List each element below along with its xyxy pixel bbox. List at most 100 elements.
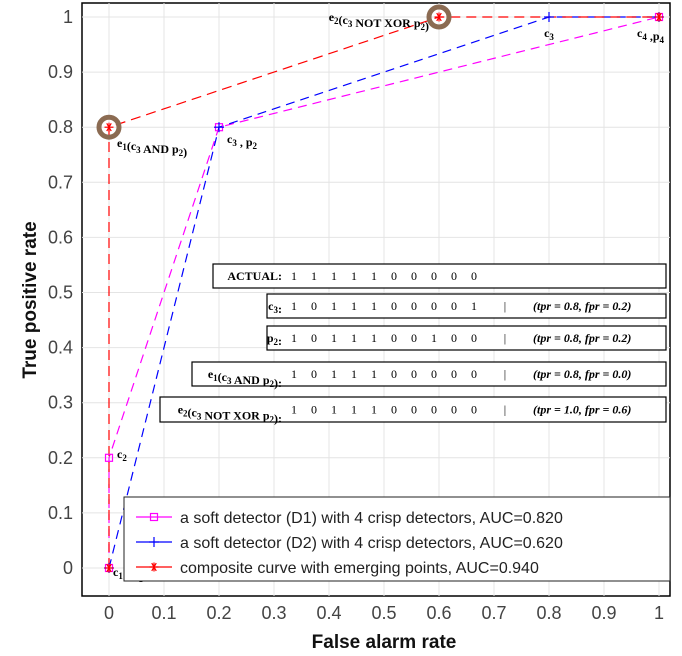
point-annotation: e1(c3 AND p2)	[117, 136, 187, 159]
point-annotations: e1(c3 AND p2) e2(c3 NOT XOR p2) c3 , p2 c3 c…	[113, 10, 665, 584]
row-value: 1	[331, 403, 337, 417]
row-value: 0	[451, 331, 457, 345]
row-value: 1	[371, 367, 377, 381]
row-label: ACTUAL:	[227, 269, 282, 283]
x-tick-label: 0.2	[206, 603, 231, 623]
y-axis-title: True positive rate	[20, 221, 41, 378]
legend-item: composite curve with emerging points, AU…	[136, 560, 539, 577]
row-value: 1	[351, 331, 357, 345]
legend-label: a soft detector (D2) with 4 crisp detect…	[180, 535, 563, 552]
point-annotation: c4 ,p4	[637, 26, 665, 45]
plot-frame	[81, 2, 671, 597]
x-tick-label: 1	[654, 603, 664, 623]
point-annotation: e2(c3 NOT XOR p2)	[329, 10, 429, 33]
data-point	[654, 12, 664, 22]
legend: a soft detector (D1) with 4 crisp detect…	[123, 496, 671, 582]
row-value: 0	[471, 331, 477, 345]
row-separator: |	[504, 367, 506, 381]
x-tick-label: 0.9	[591, 603, 616, 623]
row-value: 0	[431, 367, 437, 381]
row-value: 1	[351, 299, 357, 313]
data-point	[544, 12, 554, 22]
y-tick-label: 0.8	[48, 117, 73, 137]
row-box	[212, 263, 667, 289]
row-stats: (tpr = 1.0, fpr = 0.6)	[533, 403, 631, 417]
data-point	[434, 12, 444, 22]
highlight-circle	[96, 114, 122, 140]
data-point	[104, 122, 114, 132]
y-tick-label: 0.7	[48, 172, 73, 192]
row-stats: (tpr = 0.8, fpr = 0.2)	[533, 299, 631, 313]
row-box	[266, 325, 667, 351]
x-tick-label: 0.5	[371, 603, 396, 623]
row-value: 0	[411, 403, 417, 417]
row-value: 1	[431, 331, 437, 345]
row-separator: |	[504, 403, 506, 417]
row-label: p2:	[267, 331, 282, 348]
x-tick-label: 0.6	[426, 603, 451, 623]
row-value: 1	[371, 269, 377, 283]
row-value: 1	[371, 403, 377, 417]
row-value: 1	[471, 299, 477, 313]
row-separator: |	[504, 299, 506, 313]
row-stats: (tpr = 0.8, fpr = 0.0)	[533, 367, 631, 381]
row-value: 0	[451, 299, 457, 313]
row-value: 1	[291, 367, 297, 381]
legend-label: composite curve with emerging points, AU…	[180, 560, 539, 577]
legend-item: a soft detector (D2) with 4 crisp detect…	[136, 535, 563, 552]
y-tick-label: 0	[63, 558, 73, 578]
point-annotation: c2	[117, 447, 127, 463]
row-value: 0	[311, 367, 317, 381]
row-value: 1	[331, 367, 337, 381]
row-value: 0	[411, 299, 417, 313]
row-value: 1	[371, 331, 377, 345]
x-axis-ticks: 0 0.1 0.2 0.3 0.4 0.5 0.6 0.7 0.8 0.9 1	[104, 603, 664, 623]
legend-box	[123, 496, 671, 582]
row-value: 0	[391, 331, 397, 345]
row-value: 0	[471, 269, 477, 283]
x-tick-label: 0.4	[316, 603, 341, 623]
row-value: 1	[291, 269, 297, 283]
row-value: 1	[351, 367, 357, 381]
point-annotation: c3 , p2	[227, 132, 258, 151]
row-value: 0	[411, 331, 417, 345]
y-tick-label: 0.6	[48, 227, 73, 247]
row-value: 0	[471, 367, 477, 381]
y-tick-label: 0.4	[48, 338, 73, 358]
row-stats: (tpr = 0.8, fpr = 0.2)	[533, 331, 631, 345]
x-tick-label: 0	[104, 603, 114, 623]
y-tick-label: 0.2	[48, 448, 73, 468]
data-point	[104, 563, 114, 573]
y-tick-label: 0.9	[48, 62, 73, 82]
row-value: 0	[311, 299, 317, 313]
x-axis-title: False alarm rate	[312, 632, 457, 653]
row-value: 0	[471, 403, 477, 417]
truth-table: ACTUAL: 1 1 1 1 1 0 0 0 0 0c3: 1 0 1 1 1 0 0 0 0 1 | (tpr = 0.…	[159, 263, 667, 426]
x-tick-label: 0.8	[536, 603, 561, 623]
row-value: 0	[411, 269, 417, 283]
row-value: 1	[291, 331, 297, 345]
row-value: 1	[291, 299, 297, 313]
data-point	[149, 562, 159, 572]
y-tick-label: 0.1	[48, 503, 73, 523]
row-value: 0	[451, 269, 457, 283]
x-tick-label: 0.7	[481, 603, 506, 623]
row-value: 1	[291, 403, 297, 417]
row-label: c3:	[268, 299, 282, 316]
row-box	[159, 396, 667, 423]
row-value: 0	[391, 269, 397, 283]
row-label: e2(c3 NOT XOR p2):	[178, 403, 282, 426]
row-value: 0	[431, 299, 437, 313]
y-tick-label: 0.3	[48, 393, 73, 413]
truth-table-row: c3: 1 0 1 1 1 0 0 0 0 1 | (tpr = 0.8, fpr = 0.2)	[266, 293, 667, 319]
row-value: 1	[331, 269, 337, 283]
row-label: e1(c3 AND p2):	[208, 367, 282, 390]
row-separator: |	[504, 331, 506, 345]
row-value: 0	[311, 331, 317, 345]
truth-table-row: p2: 1 0 1 1 1 0 0 1 0 0 | (tpr = 0.8, fpr = 0.2)	[266, 325, 667, 351]
y-tick-label: 1	[63, 7, 73, 27]
row-value: 1	[331, 331, 337, 345]
highlight-circle	[426, 4, 452, 30]
point-annotation: c3	[544, 26, 554, 42]
